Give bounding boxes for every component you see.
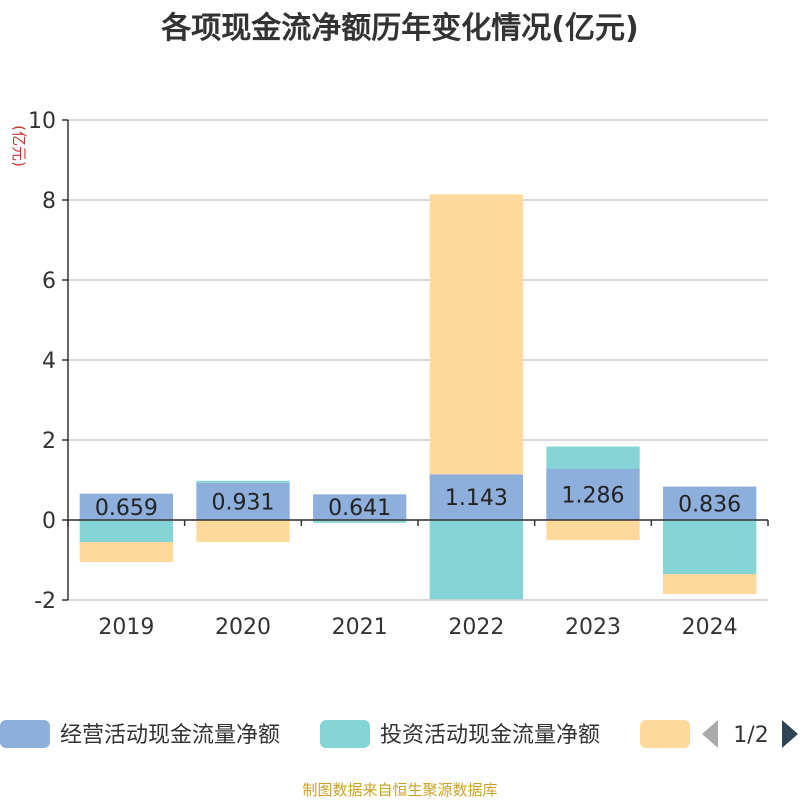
bar-2019-series-0	[79, 493, 173, 520]
value-label-2019: 0.659	[95, 496, 158, 521]
legend-swatch-1[interactable]	[320, 720, 370, 748]
x-tick-label: 2024	[682, 615, 738, 640]
chart-title: 各项现金流净额历年变化情况(亿元)	[160, 11, 638, 46]
data-source: 制图数据来自恒生聚源数据库	[302, 781, 497, 799]
y-tick-label: 6	[42, 269, 56, 294]
legend-next-icon[interactable]	[782, 720, 798, 748]
bar-2022-series-2	[429, 194, 523, 475]
legend-prev-icon[interactable]	[702, 720, 718, 748]
bar-2022-series-1	[429, 520, 523, 600]
x-axis: 2019 2020 2021 2022 2023 2024	[67, 519, 769, 640]
legend: 经营活动现金流量净额 投资活动现金流量净额 1/2	[0, 720, 798, 748]
y-tick-label: 4	[42, 349, 56, 374]
legend-label-0[interactable]: 经营活动现金流量净额	[60, 723, 280, 748]
y-tick-label: 2	[42, 429, 56, 454]
x-tick-label: 2022	[448, 615, 504, 640]
bar-2023-series-2	[546, 520, 640, 540]
value-label-2023: 1.286	[562, 483, 625, 508]
bar-2019-series-2	[79, 542, 173, 562]
y-tick-label: 10	[28, 109, 56, 134]
bar-2024-series-2	[663, 574, 757, 594]
bar-2020-series-1	[196, 480, 290, 483]
y-tick-label: 8	[42, 189, 56, 214]
x-tick-label: 2021	[332, 615, 388, 640]
y-tick-label: -2	[34, 589, 56, 614]
value-labels: 0.659 0.931 0.641 1.143 1.286 0.836	[95, 483, 741, 521]
bars	[79, 194, 757, 600]
y-tick-label: 0	[42, 509, 56, 534]
bar-2021-series-0	[313, 494, 407, 520]
legend-swatch-0[interactable]	[0, 720, 50, 748]
bar-2019-series-1	[79, 520, 173, 542]
legend-label-1[interactable]: 投资活动现金流量净额	[380, 723, 600, 748]
x-tick-label: 2023	[565, 615, 621, 640]
x-tick-label: 2020	[215, 615, 271, 640]
y-axis-ticks: 10 8 6 4 2 0 -2	[28, 109, 69, 614]
value-label-2024: 0.836	[678, 492, 741, 517]
y-axis-unit: (亿元)	[10, 125, 28, 167]
legend-swatch-2[interactable]	[640, 720, 690, 748]
bar-2023-series-1	[546, 446, 640, 469]
bar-2021-series-1	[313, 520, 407, 523]
bar-2022-series-0	[429, 474, 523, 520]
x-tick-label: 2019	[98, 615, 154, 640]
value-label-2021: 0.641	[328, 496, 391, 521]
value-label-2022: 1.143	[445, 486, 508, 511]
bar-2023-series-0	[546, 468, 640, 520]
value-label-2020: 0.931	[212, 490, 275, 515]
bar-2024-series-1	[663, 520, 757, 574]
legend-page-indicator: 1/2	[733, 723, 768, 748]
bar-2020-series-0	[196, 482, 290, 520]
bar-2024-series-0	[663, 486, 757, 520]
bar-2020-series-2	[196, 520, 290, 542]
